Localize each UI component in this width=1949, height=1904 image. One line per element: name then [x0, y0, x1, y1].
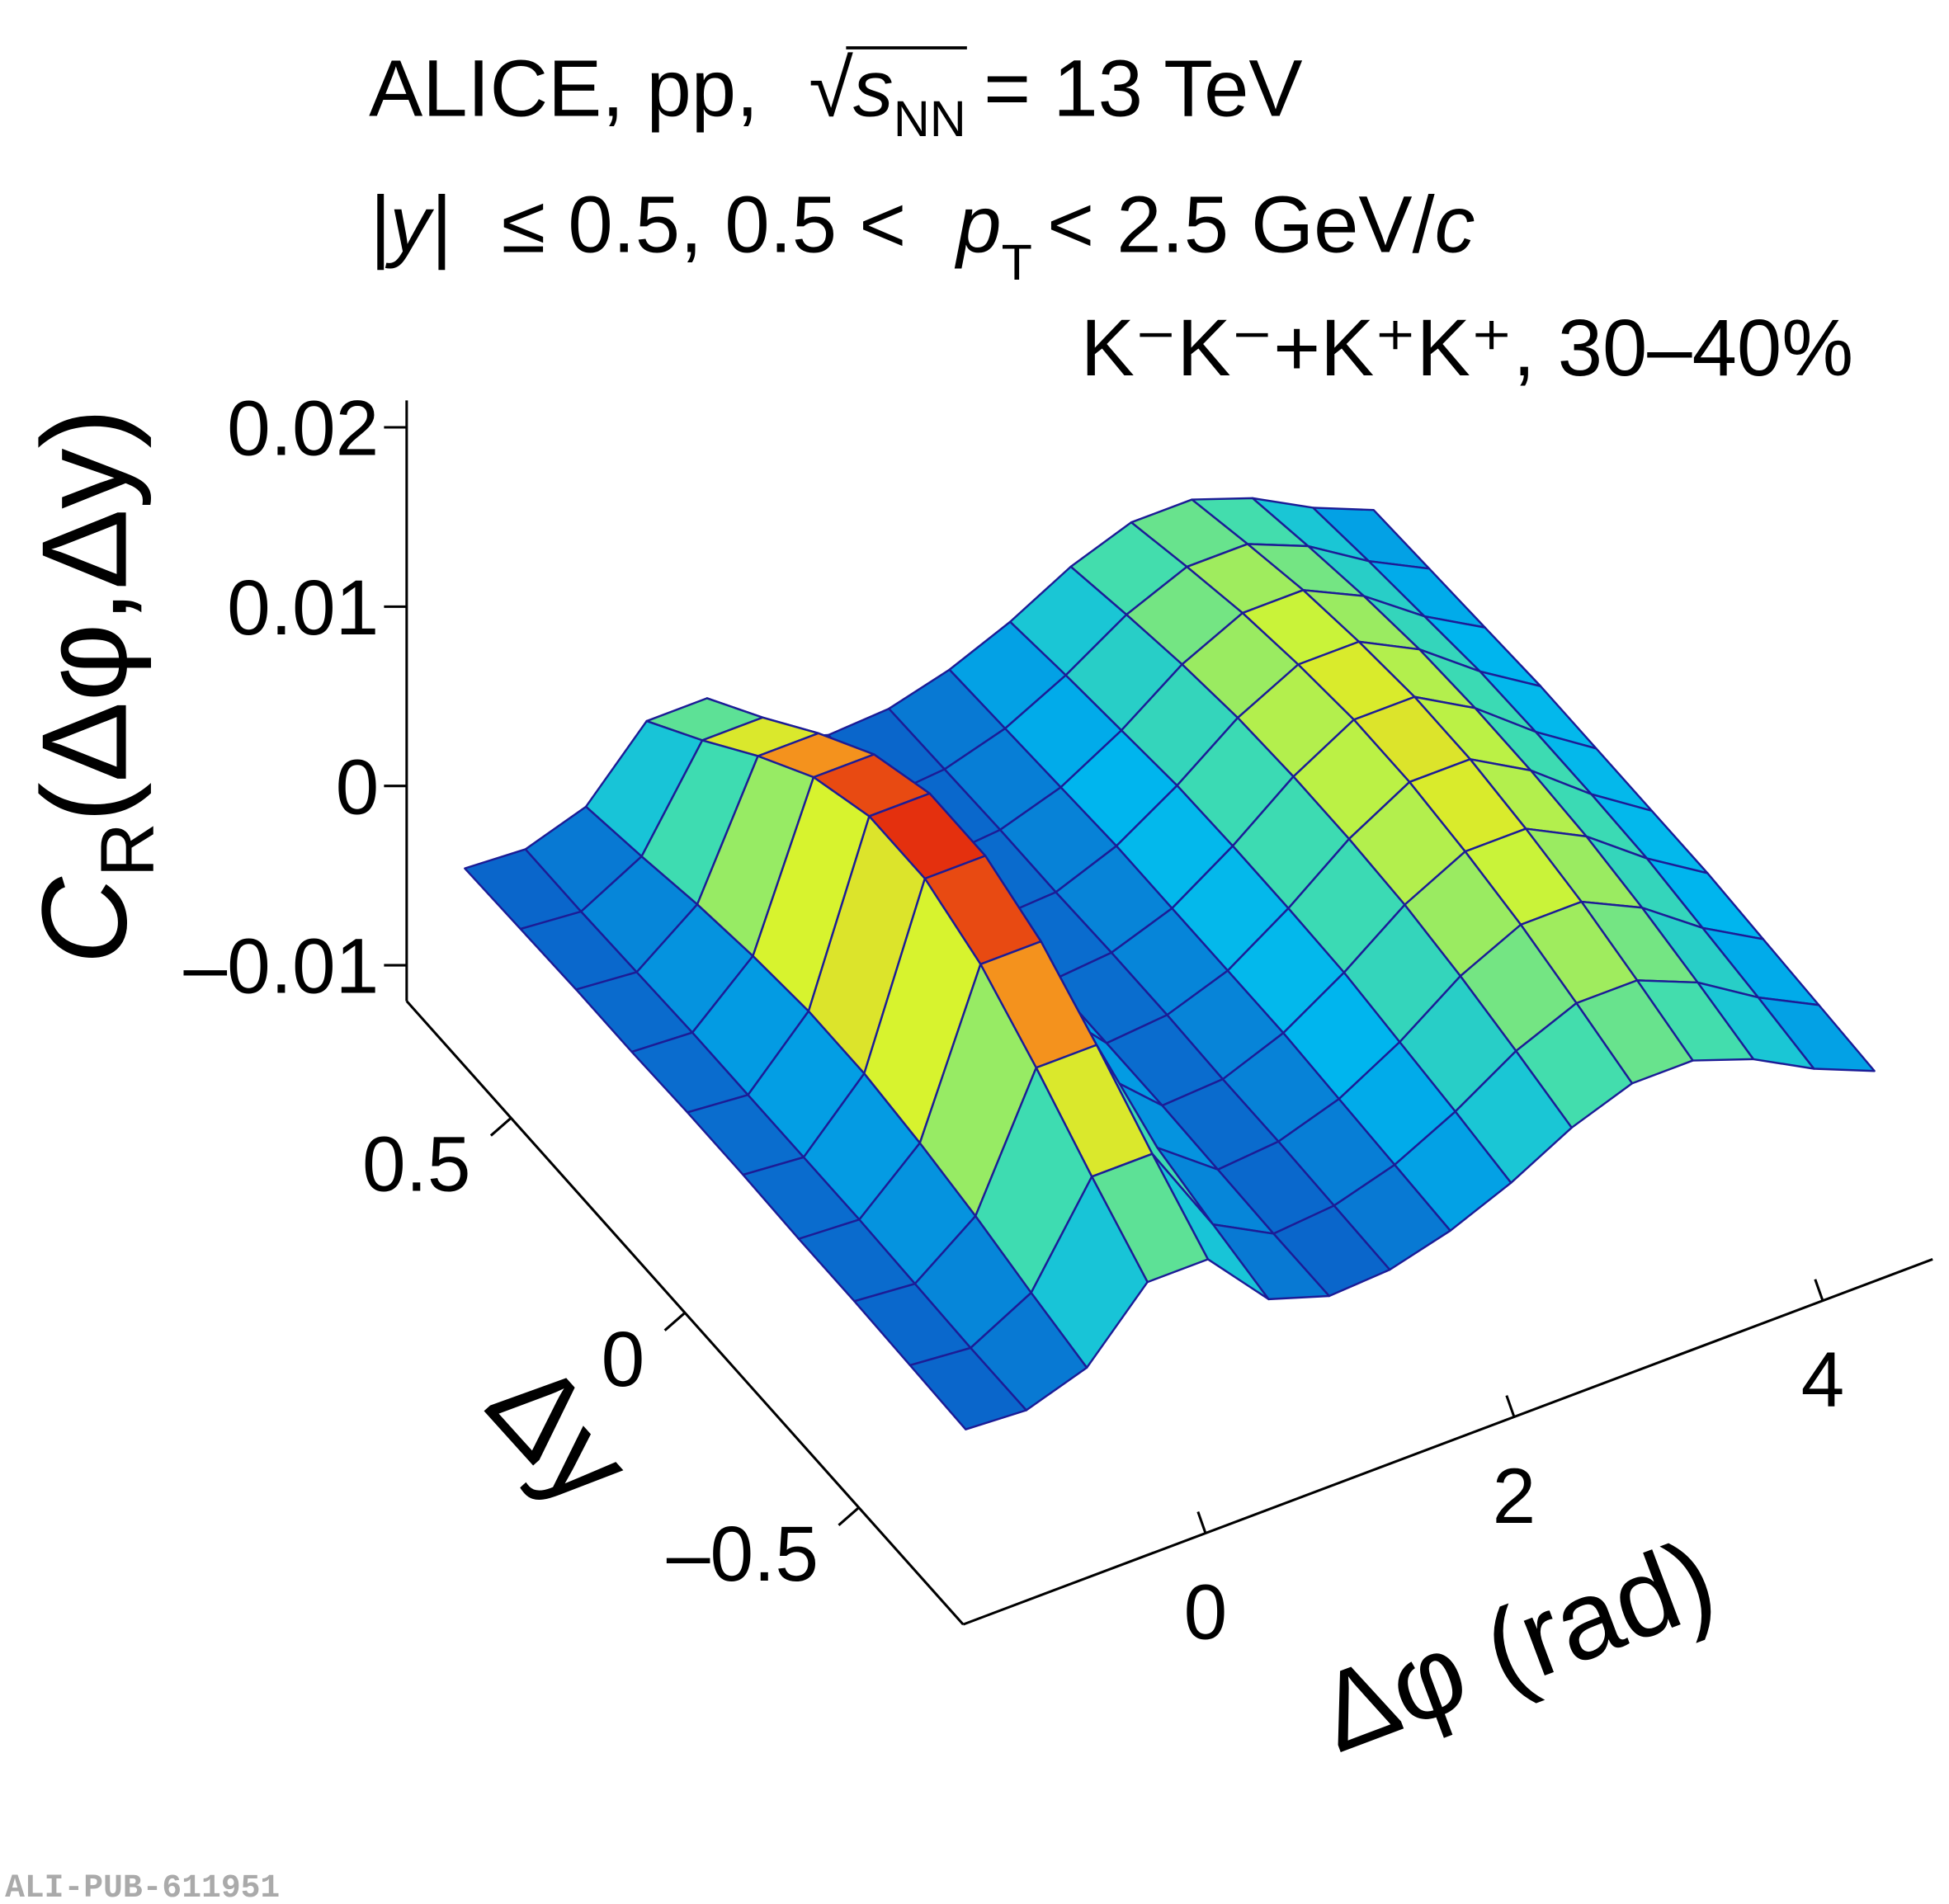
subtitle-sub: T: [1002, 234, 1032, 290]
title-prefix: ALICE, pp,: [369, 43, 758, 133]
annotation: K⁻K⁻+K⁺K⁺, 30–40%: [1081, 303, 1853, 393]
title: ALICE, pp, √sNN = 13 TeV: [369, 43, 1302, 146]
y-tick: [489, 1117, 512, 1137]
title-var: s: [853, 43, 894, 133]
title-sub: NN: [894, 91, 966, 147]
y-tick-label: 0.5: [362, 1121, 471, 1209]
x-tick: [1505, 1395, 1516, 1418]
subtitle-var: p: [954, 179, 1001, 269]
z-title-sub: R: [86, 822, 170, 877]
z-tick-label: 0.02: [227, 385, 379, 473]
title-radical: √: [809, 43, 853, 133]
x-axis: [962, 1258, 1933, 1626]
surface-cell: [908, 1346, 1027, 1430]
title-suffix: = 13 TeV: [984, 43, 1302, 133]
z-tick-label: –0.01: [184, 923, 380, 1011]
x-tick: [1196, 1511, 1207, 1534]
y-tick-label: 0: [602, 1316, 645, 1403]
z-tick-label: 0.01: [227, 564, 379, 652]
subtitle-rest: < 2.5 GeV/: [1047, 179, 1435, 269]
watermark: ALI-PUB-611951: [5, 1869, 280, 1904]
subtitle-range: ≤ 0.5, 0.5 <: [502, 179, 907, 269]
y-tick: [663, 1312, 687, 1331]
x-tick-label: 0: [1184, 1569, 1228, 1657]
x-tick: [1814, 1279, 1824, 1302]
z-title-symbol: C: [17, 876, 153, 964]
subtitle-abs: |y|: [369, 179, 451, 270]
z-axis-title: CR(Δφ,Δy): [17, 408, 171, 964]
x-tick-label: 4: [1801, 1336, 1845, 1424]
y-tick: [838, 1506, 860, 1526]
z-tick-label: 0: [336, 743, 380, 831]
y-tick-label: –0.5: [667, 1510, 819, 1598]
x-tick-label: 2: [1493, 1453, 1536, 1540]
x-axis-title: Δφ (rad): [1302, 1515, 1730, 1776]
subtitle: |y| ≤ 0.5, 0.5 < pT < 2.5 GeV/c: [369, 179, 1475, 290]
subtitle-unit: c: [1435, 179, 1475, 269]
z-title-rest: (Δφ,Δy): [17, 408, 153, 822]
